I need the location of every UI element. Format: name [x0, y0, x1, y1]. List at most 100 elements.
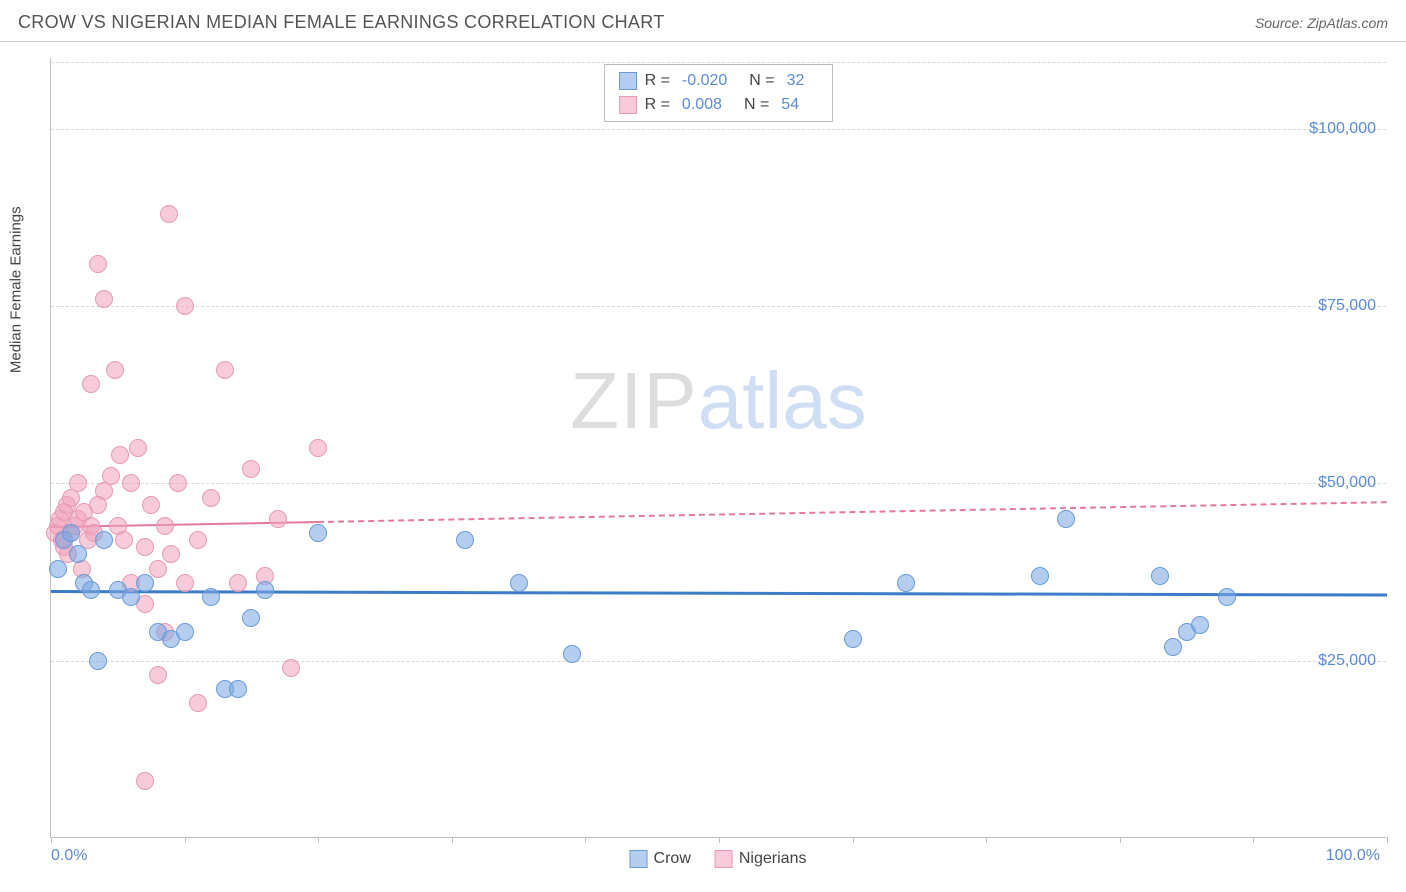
data-point-pink	[106, 361, 124, 379]
x-tick	[986, 837, 987, 843]
data-point-blue	[89, 652, 107, 670]
data-point-pink	[129, 439, 147, 457]
data-point-blue	[510, 574, 528, 592]
legend-swatch	[715, 850, 733, 868]
data-point-pink	[89, 255, 107, 273]
legend-item: Nigerians	[715, 850, 807, 868]
data-point-pink	[115, 531, 133, 549]
data-point-pink	[142, 496, 160, 514]
data-point-pink	[216, 361, 234, 379]
y-tick-label: $75,000	[1318, 297, 1376, 315]
legend-bottom: Crow Nigerians	[630, 850, 807, 868]
x-tick	[1120, 837, 1121, 843]
data-point-pink	[111, 446, 129, 464]
x-tick	[585, 837, 586, 843]
data-point-pink	[149, 666, 167, 684]
legend-row: R = 0.008 N = 54	[619, 93, 819, 117]
data-point-blue	[69, 545, 87, 563]
x-tick	[318, 837, 319, 843]
data-point-blue	[1057, 510, 1075, 528]
data-point-blue	[256, 581, 274, 599]
data-point-pink	[176, 574, 194, 592]
data-point-pink	[136, 772, 154, 790]
data-point-pink	[269, 510, 287, 528]
legend-label: Nigerians	[739, 850, 807, 868]
data-point-blue	[1151, 567, 1169, 585]
data-point-blue	[1218, 588, 1236, 606]
data-point-blue	[229, 680, 247, 698]
data-point-pink	[149, 560, 167, 578]
watermark-part1: ZIP	[570, 356, 697, 445]
x-tick	[719, 837, 720, 843]
data-point-pink	[160, 205, 178, 223]
data-point-blue	[1031, 567, 1049, 585]
legend-swatch	[619, 72, 637, 90]
x-tick	[452, 837, 453, 843]
gridline	[51, 129, 1386, 130]
data-point-blue	[456, 531, 474, 549]
data-point-blue	[176, 623, 194, 641]
data-point-pink	[176, 297, 194, 315]
data-point-pink	[189, 694, 207, 712]
gridline	[51, 661, 1386, 662]
chart-area: Median Female Earnings ZIPatlas R =-0.02…	[50, 58, 1386, 838]
plot-region: ZIPatlas R = -0.020 N = 32 R = 0.008 N = 54 $25…	[50, 58, 1386, 838]
legend-swatch	[630, 850, 648, 868]
watermark-part2: atlas	[698, 356, 867, 445]
legend-r-value: -0.020	[682, 69, 727, 93]
x-tick-label: 100.0%	[1326, 847, 1380, 865]
legend-row: R = -0.020 N = 32	[619, 69, 819, 93]
trend-line-pink	[318, 501, 1387, 523]
trend-line-blue	[51, 590, 1387, 597]
data-point-pink	[162, 545, 180, 563]
data-point-pink	[82, 375, 100, 393]
legend-r-label: R =	[645, 93, 670, 117]
data-point-pink	[169, 474, 187, 492]
data-point-blue	[563, 645, 581, 663]
data-point-pink	[136, 538, 154, 556]
data-point-blue	[1164, 638, 1182, 656]
x-tick-label: 0.0%	[51, 847, 87, 865]
source-label: Source: ZipAtlas.com	[1255, 15, 1388, 31]
legend-n-value: 32	[787, 69, 805, 93]
x-tick	[1387, 837, 1388, 843]
data-point-blue	[82, 581, 100, 599]
y-tick-label: $50,000	[1318, 474, 1376, 492]
legend-r-value: 0.008	[682, 93, 722, 117]
data-point-pink	[122, 474, 140, 492]
legend-n-label: N =	[744, 93, 769, 117]
legend-n-value: 54	[781, 93, 799, 117]
data-point-pink	[95, 290, 113, 308]
legend-r-label: R =	[645, 69, 670, 93]
chart-header: CROW VS NIGERIAN MEDIAN FEMALE EARNINGS …	[0, 0, 1406, 42]
data-point-pink	[102, 467, 120, 485]
data-point-blue	[897, 574, 915, 592]
data-point-pink	[189, 531, 207, 549]
data-point-blue	[242, 609, 260, 627]
data-point-blue	[62, 524, 80, 542]
gridline	[51, 62, 1386, 63]
data-point-pink	[309, 439, 327, 457]
data-point-blue	[202, 588, 220, 606]
data-point-pink	[202, 489, 220, 507]
legend-item: Crow	[630, 850, 691, 868]
legend-label: Crow	[654, 850, 691, 868]
chart-title: CROW VS NIGERIAN MEDIAN FEMALE EARNINGS …	[18, 12, 665, 33]
x-tick	[853, 837, 854, 843]
watermark: ZIPatlas	[570, 355, 866, 447]
data-point-pink	[69, 474, 87, 492]
y-tick-label: $25,000	[1318, 652, 1376, 670]
x-tick	[185, 837, 186, 843]
x-tick	[51, 837, 52, 843]
data-point-pink	[242, 460, 260, 478]
data-point-pink	[156, 517, 174, 535]
legend-n-label: N =	[749, 69, 774, 93]
data-point-pink	[282, 659, 300, 677]
gridline	[51, 306, 1386, 307]
x-tick	[1253, 837, 1254, 843]
data-point-blue	[136, 574, 154, 592]
gridline	[51, 483, 1386, 484]
y-axis-title: Median Female Earnings	[8, 206, 25, 373]
data-point-blue	[122, 588, 140, 606]
y-tick-label: $100,000	[1309, 120, 1376, 138]
